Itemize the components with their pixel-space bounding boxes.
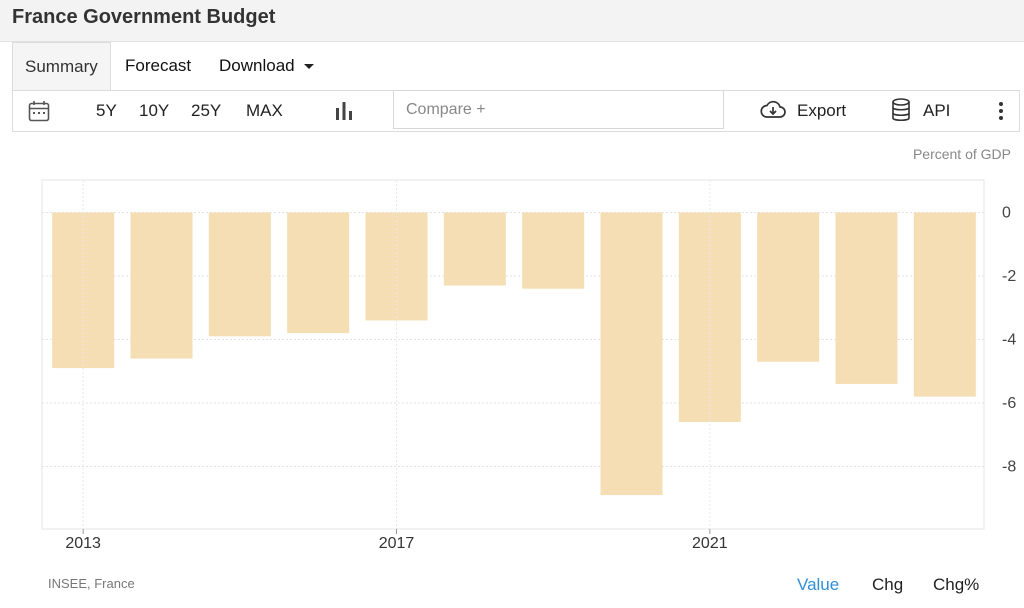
- chart-toolbar: 5Y 10Y 25Y MAX Export API: [12, 90, 1020, 132]
- export-button[interactable]: Export: [797, 101, 847, 120]
- more-vertical-icon[interactable]: [998, 101, 1004, 121]
- y-tick-label: -2: [1002, 268, 1016, 285]
- bar: [208, 212, 271, 337]
- tab-summary[interactable]: Summary: [12, 42, 111, 90]
- source-label: INSEE, France: [48, 576, 135, 591]
- compare-input[interactable]: [393, 90, 724, 129]
- y-axis-unit-label: Percent of GDP: [912, 146, 1011, 162]
- bar: [600, 212, 663, 496]
- y-tick-label: 0: [1002, 205, 1011, 222]
- cloud-download-icon[interactable]: [758, 98, 788, 122]
- bar: [757, 212, 820, 362]
- bar: [365, 212, 428, 321]
- bar: [835, 212, 898, 384]
- api-button[interactable]: API: [923, 101, 951, 120]
- range-25y-button[interactable]: 25Y: [191, 101, 222, 120]
- x-tick-label: 2021: [692, 535, 728, 552]
- bar: [913, 212, 976, 397]
- x-tick-label: 2013: [65, 535, 101, 552]
- calendar-icon[interactable]: [27, 99, 51, 123]
- tabs-row: Summary Forecast Download: [12, 42, 1020, 90]
- bar: [287, 212, 350, 334]
- database-icon[interactable]: [890, 97, 912, 123]
- bar: [443, 212, 506, 286]
- view-chg-pct-button[interactable]: Chg%: [933, 575, 980, 594]
- bar: [52, 212, 115, 369]
- plot-frame: [41, 179, 985, 530]
- title-bar: France Government Budget: [0, 0, 1024, 42]
- bar: [130, 212, 193, 359]
- y-tick-label: -4: [1002, 332, 1016, 349]
- tab-forecast[interactable]: Forecast: [125, 56, 192, 75]
- page-title: France Government Budget: [12, 6, 276, 28]
- tab-download-label: Download: [219, 56, 295, 75]
- tab-download[interactable]: Download: [219, 42, 314, 90]
- caret-down-icon: [303, 64, 314, 70]
- range-max-button[interactable]: MAX: [246, 101, 283, 120]
- y-tick-label: -6: [1002, 395, 1016, 412]
- y-tick-label: -8: [1002, 459, 1016, 476]
- view-chg-button[interactable]: Chg: [872, 575, 904, 594]
- bar-chart: 0 -2 -4 -6 -8 2013 2017 2021: [41, 179, 1016, 552]
- range-5y-button[interactable]: 5Y: [96, 101, 117, 120]
- range-10y-button[interactable]: 10Y: [139, 101, 170, 120]
- bar-chart-icon[interactable]: [334, 100, 354, 122]
- bar: [522, 212, 585, 289]
- view-value-button[interactable]: Value: [797, 575, 840, 594]
- x-tick-label: 2017: [379, 535, 415, 552]
